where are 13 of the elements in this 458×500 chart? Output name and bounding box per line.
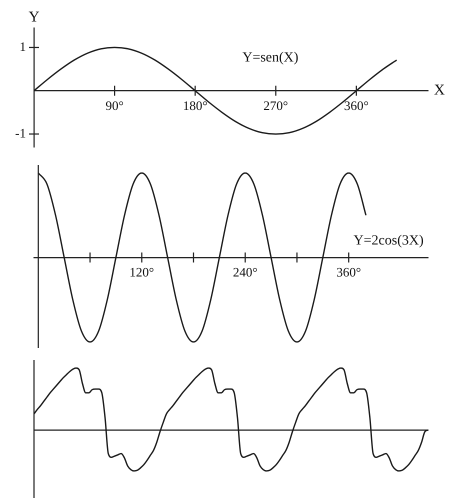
x-tick-label: 90°	[105, 98, 124, 113]
x-axis-title: X	[434, 82, 445, 99]
x-tick-label: 360°	[344, 98, 369, 113]
x-tick-label: 240°	[232, 264, 258, 280]
text: Y=sen(X)	[242, 50, 299, 66]
series-label: Y=2cos(3X)	[354, 233, 424, 248]
y-tick-label: 1	[20, 38, 26, 54]
x-tick-label: 360°	[336, 264, 362, 280]
y-tick-label: -1	[15, 125, 26, 140]
x-tick-label: 180°	[182, 98, 208, 113]
x-tick-label: 120°	[129, 264, 154, 280]
y-axis-title: Y	[28, 9, 40, 26]
x-tick-label: 270°	[263, 98, 288, 113]
